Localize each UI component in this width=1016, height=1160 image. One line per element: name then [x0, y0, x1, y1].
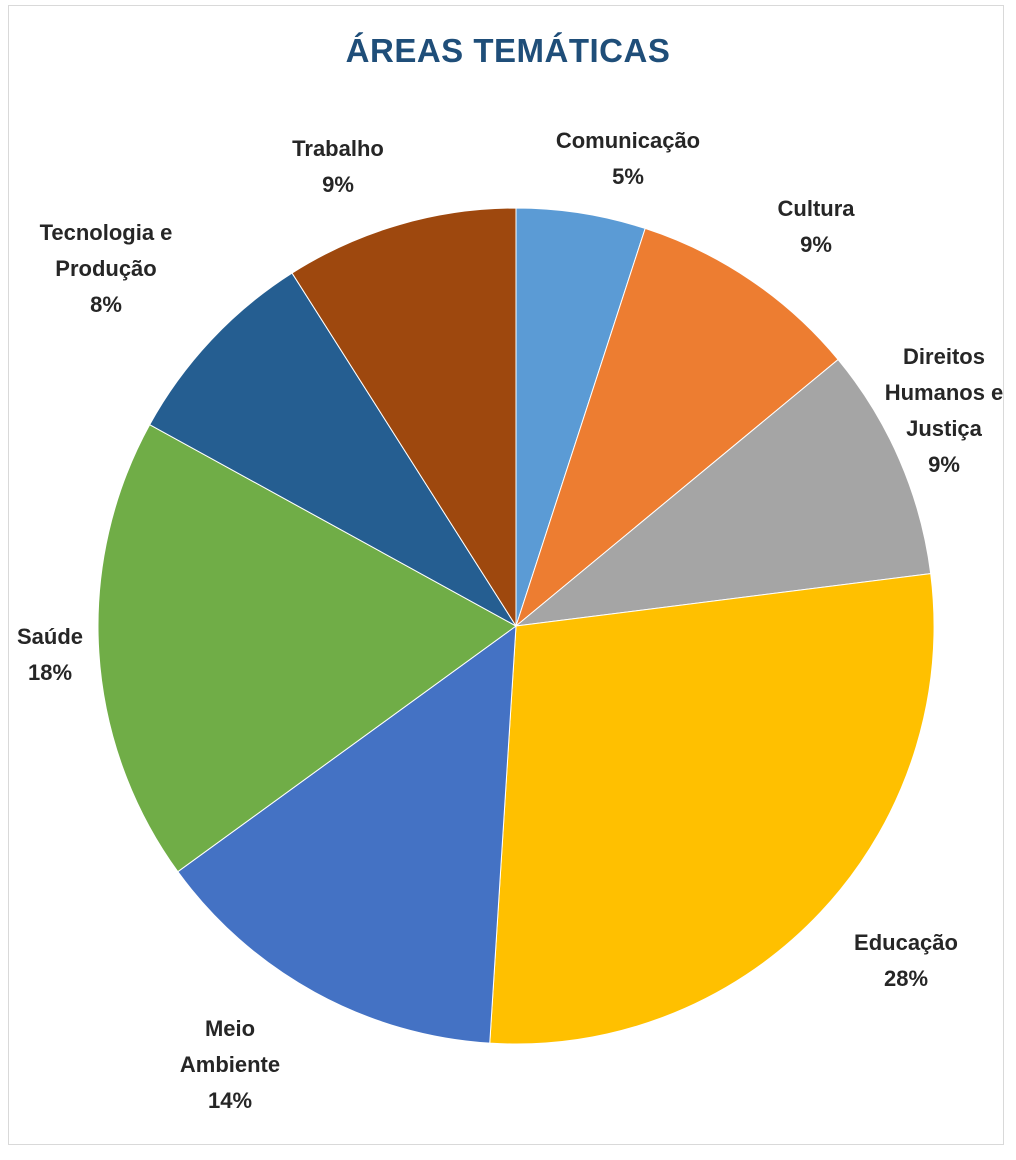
slice-percent-label: 9% [800, 232, 832, 257]
slice-label-meio-ambiente: Meio Ambiente 14% [180, 1016, 280, 1113]
slice-label-cultura: Cultura 9% [778, 196, 856, 257]
slice-category-label: Ambiente [180, 1052, 280, 1077]
slice-percent-label: 9% [928, 452, 960, 477]
pie-slice-trabalho [291, 207, 517, 628]
slice-percent-label: 28% [884, 966, 928, 991]
pie-slice-tecnologia-e-produ-o [149, 272, 517, 627]
slice-category-label: Produção [55, 256, 156, 281]
slice-percent-label: 5% [612, 164, 644, 189]
slice-percent-label: 14% [208, 1088, 252, 1113]
slice-category-label: Saúde [17, 624, 83, 649]
pie-slice-cultura [514, 227, 839, 628]
slice-label-direitos-humanos-e-justi-a: Direitos Humanos e Justiça 9% [885, 344, 1004, 477]
pie-slice-meio-ambiente [177, 624, 517, 1044]
slice-category-label: Trabalho [292, 136, 384, 161]
slice-percent-label: 9% [322, 172, 354, 197]
pie-slice-sa-de [97, 423, 517, 873]
slice-percent-label: 18% [28, 660, 72, 685]
slice-category-label: Direitos [903, 344, 985, 369]
slice-label-trabalho: Trabalho 9% [292, 136, 384, 197]
slice-percent-label: 8% [90, 292, 122, 317]
chart-title: ÁREAS TEMÁTICAS [345, 32, 671, 69]
slice-category-label: Humanos e [885, 380, 1004, 405]
slice-label-tecnologia-e-produ-o: Tecnologia e Produção 8% [40, 220, 173, 317]
pie-slice-educa-o [489, 573, 935, 1045]
slice-label-sa-de: Saúde 18% [17, 624, 83, 685]
slice-category-label: Justiça [906, 416, 983, 441]
slice-category-label: Educação [854, 930, 958, 955]
slice-label-comunica-o: Comunicação 5% [556, 128, 700, 189]
slice-category-label: Cultura [778, 196, 856, 221]
pie-slice-direitos-humanos-e-justi-a [514, 358, 932, 627]
slice-label-educa-o: Educação 28% [854, 930, 958, 991]
slice-category-label: Comunicação [556, 128, 700, 153]
slice-category-label: Tecnologia e [40, 220, 173, 245]
slice-category-label: Meio [205, 1016, 255, 1041]
